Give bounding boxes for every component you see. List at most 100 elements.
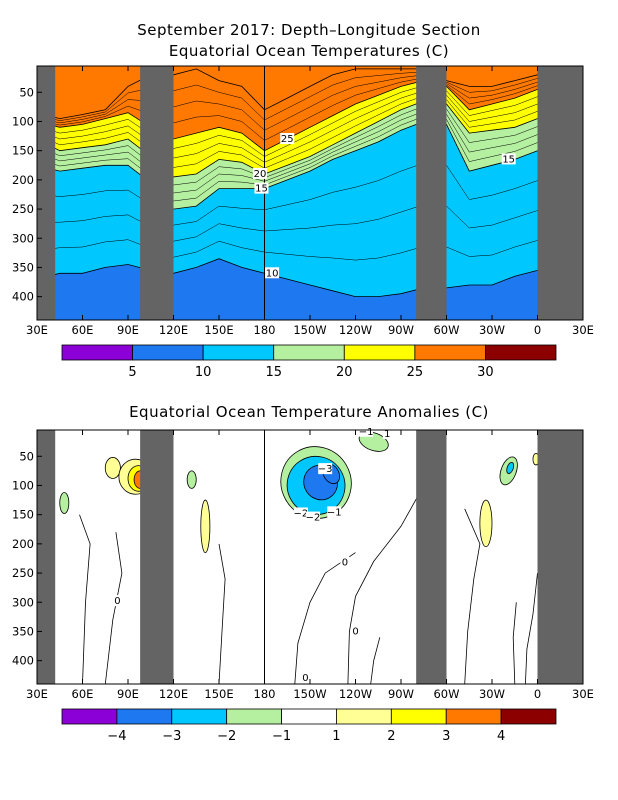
temp-contour-label: 20	[254, 169, 267, 180]
anom-zero-contour	[79, 514, 91, 684]
temp-land-mask	[37, 66, 56, 320]
temp-colorbar-swatch	[61, 344, 133, 361]
temp-contour-10	[37, 258, 583, 297]
temp-x-tick-label: 180	[254, 323, 276, 337]
temp-contour-minor	[37, 162, 583, 226]
temp-field	[37, 66, 583, 320]
temp-contour-minor	[37, 111, 583, 194]
temp-contour-label: 25	[281, 134, 294, 145]
anom-colorbar-swatch	[226, 708, 282, 725]
temp-colorbar-swatch	[132, 344, 204, 361]
temp-y-tick-label: 100	[12, 114, 34, 128]
temp-contour-minor	[37, 71, 583, 121]
temp-x-tick-label: 120E	[159, 323, 188, 337]
temp-colorbar-swatch	[273, 344, 345, 361]
anom-region	[186, 470, 197, 489]
chart2-title: Equatorial Ocean Temperature Anomalies (…	[129, 403, 489, 421]
anom-y-tick-label: 300	[12, 595, 34, 609]
temp-contour-minor	[37, 105, 583, 186]
temp-colorbar-swatch	[202, 344, 275, 361]
anom-colorbar-swatch	[116, 708, 173, 725]
temp-contour-minor	[37, 236, 583, 261]
anom-contour-label-bg	[340, 556, 350, 568]
temp-contour-minor	[37, 77, 583, 141]
anom-colorbar-label: 3	[442, 729, 450, 744]
anom-colorbar-swatch	[61, 708, 118, 725]
anom-region	[200, 499, 211, 554]
anom-colorbar-label: −3	[162, 729, 181, 744]
temp-x-tick-label: 60W	[433, 323, 459, 337]
temp-y-tick-label: 400	[12, 290, 34, 304]
temp-colorbar-swatch	[485, 344, 557, 361]
anom-zero-contour	[370, 637, 381, 684]
anom-x-tick-label: 0	[534, 687, 541, 701]
temp-contour-label-bg	[280, 132, 295, 144]
anom-region	[506, 461, 515, 474]
anom-zero-contour	[464, 508, 481, 684]
temp-colorbar-label: 20	[336, 365, 353, 380]
anom-contour-label: 1	[384, 429, 390, 440]
temp-contour-30	[37, 68, 583, 120]
temp-x-tick-label: 30E	[572, 323, 594, 337]
anom-colorbar-label: −4	[107, 729, 126, 744]
temp-contour-minor	[37, 90, 583, 163]
anom-x-tick-label: 150W	[293, 687, 326, 701]
anom-contour-label-bg	[318, 463, 333, 475]
temp-colorbar-swatch	[343, 344, 416, 361]
anom-y-tick-label: 250	[12, 566, 34, 580]
anom-contour-label: −1	[359, 427, 374, 438]
anom-contour-label: 0	[302, 673, 308, 684]
anom-land-mask	[140, 430, 174, 684]
temp-x-tick-label: 30E	[26, 323, 48, 337]
temp-x-tick-label: 60E	[72, 323, 94, 337]
temp-x-tick-label: 150E	[204, 323, 233, 337]
anom-contour-label: −1	[327, 507, 342, 518]
anom-colorbar-swatch	[445, 708, 502, 725]
anom-contour-label-bg	[306, 511, 321, 523]
temp-contour-15	[37, 121, 583, 210]
anom-x-tick-label: 30E	[26, 687, 48, 701]
anom-y-tick-label: 50	[19, 449, 34, 463]
anom-field	[37, 430, 583, 684]
anom-land-mask	[37, 430, 56, 684]
temp-contour-label-bg	[254, 182, 269, 194]
anom-colorbar-label: 1	[332, 729, 340, 744]
temp-contour-minor	[37, 204, 583, 242]
anom-colorbar-swatch	[390, 708, 447, 725]
anom-x-tick-label: 90E	[117, 687, 139, 701]
anom-contour-label: −2	[306, 513, 321, 524]
temp-contour-minor	[37, 85, 583, 157]
temp-contour-minor	[37, 74, 583, 131]
anom-x-tick-label: 90W	[388, 687, 414, 701]
temp-x-tick-label: 90W	[388, 323, 414, 337]
temp-y-tick-label: 150	[12, 144, 34, 158]
temp-land-mask	[416, 66, 447, 320]
temp-y-tick-label: 50	[19, 85, 34, 99]
anom-y-tick-label: 200	[12, 537, 34, 551]
anom-zero-contour	[512, 602, 517, 684]
anom-colorbar-swatch	[171, 708, 228, 725]
temp-contour-label-bg	[501, 153, 516, 165]
anom-zero-contour	[218, 543, 226, 684]
anom-colorbar-swatch	[500, 708, 557, 725]
temp-colorbar-label: 30	[477, 365, 494, 380]
temp-colorbar-label: 10	[195, 365, 212, 380]
anom-land-mask	[537, 430, 583, 684]
temp-colorbar-label: 25	[407, 365, 424, 380]
temp-colorbar-swatch	[414, 344, 486, 361]
anom-x-tick-label: 120E	[159, 687, 188, 701]
anom-y-tick-label: 150	[12, 508, 34, 522]
anom-region	[479, 499, 493, 548]
anom-zero-contour	[347, 485, 425, 684]
anom-land-mask	[416, 430, 447, 684]
anom-contour-label: 0	[352, 626, 358, 637]
anom-x-tick-label: 180	[254, 687, 276, 701]
anom-contour-label-bg	[112, 595, 122, 607]
temp-y-tick-label: 300	[12, 231, 34, 245]
temp-x-tick-label: 30W	[479, 323, 505, 337]
anom-contour-label-bg	[300, 672, 310, 684]
temp-contour-minor	[37, 116, 583, 202]
temp-colorbar-label: 15	[265, 365, 282, 380]
anom-zero-contour	[294, 552, 356, 684]
anom-contour-label-bg	[293, 507, 308, 519]
